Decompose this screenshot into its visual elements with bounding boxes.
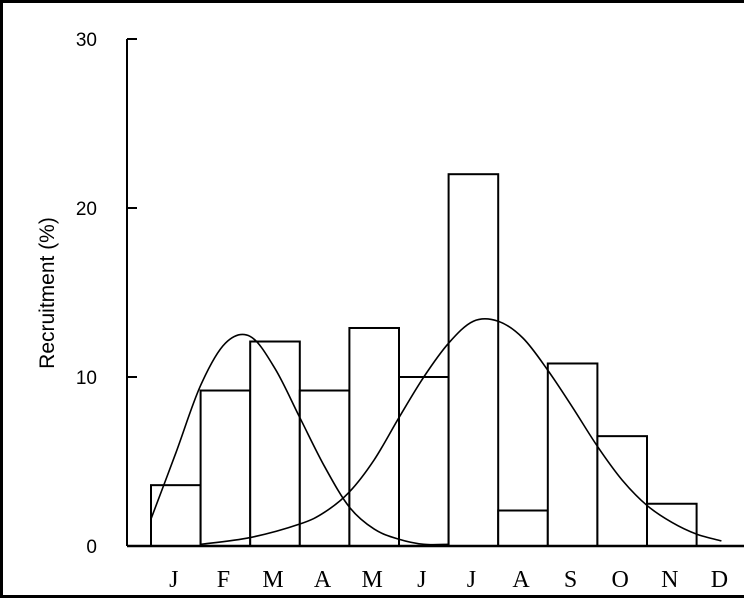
bar-2 — [199, 389, 252, 547]
bar-1 — [150, 484, 202, 548]
bar-9 — [546, 362, 599, 548]
bar-3 — [249, 340, 301, 548]
y-tick-label-10: 10 — [76, 368, 97, 389]
bar-4 — [298, 389, 351, 547]
y-tick-label-0: 0 — [86, 537, 97, 558]
bar-8 — [497, 509, 549, 548]
bar-5 — [348, 326, 400, 547]
x-tick-label-5: M — [362, 567, 383, 593]
x-tick-label-11: N — [661, 567, 678, 593]
x-tick-label-1: J — [169, 567, 178, 593]
bar-6 — [398, 376, 450, 547]
axes-group — [126, 38, 744, 548]
fit-curve-1 — [150, 333, 449, 546]
bar-11 — [646, 502, 698, 547]
bar-7 — [447, 173, 500, 547]
x-tick-label-8: A — [512, 567, 530, 593]
x-tick-label-12: D — [711, 567, 728, 593]
x-tick-label-2: F — [217, 567, 230, 593]
y-axis-title: Recruitment (%) — [36, 217, 59, 369]
y-tick-label-20: 20 — [76, 199, 97, 220]
x-tick-label-4: A — [314, 567, 332, 593]
recruitment-histogram: 0 10 20 30 J F M A M J J A S O N D Recruitment (%) — [36, 30, 744, 593]
x-tick-label-7: J — [467, 567, 476, 593]
x-tick-label-6: J — [417, 567, 426, 593]
x-tick-label-10: O — [612, 567, 629, 593]
curves-group — [150, 318, 722, 546]
fit-curve-2 — [200, 318, 722, 546]
x-tick-label-3: M — [262, 567, 283, 593]
bars-group — [150, 173, 698, 548]
labels-group: 0 10 20 30 J F M A M J J A S O N D Recruitment (%) — [36, 30, 728, 593]
x-tick-label-9: S — [564, 567, 577, 593]
bar-10 — [596, 435, 649, 547]
y-tick-label-30: 30 — [76, 30, 97, 51]
